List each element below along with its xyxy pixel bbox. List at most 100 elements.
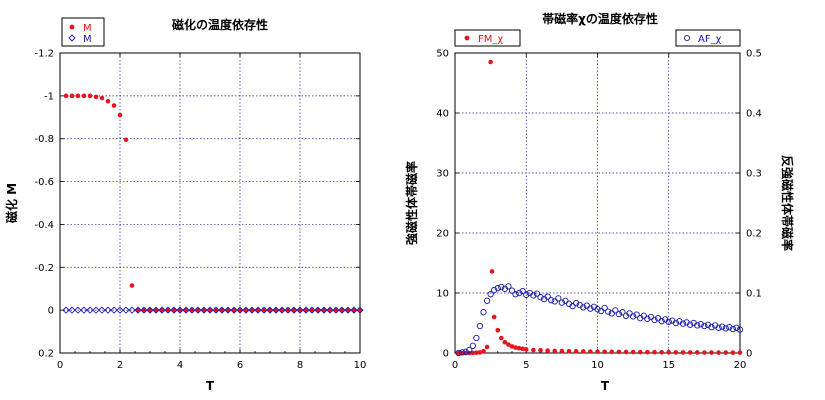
data-point: [545, 348, 550, 353]
chart2-legend-af: AF_χ: [675, 29, 741, 47]
data-point: [483, 297, 491, 304]
data-point: [572, 300, 580, 307]
data-point: [659, 349, 664, 355]
data-point: [474, 350, 479, 356]
legend-open-circle-marker: [683, 34, 691, 42]
data-point: [619, 309, 626, 316]
data-point: [255, 307, 261, 313]
data-point: [552, 348, 558, 354]
data-point: [694, 350, 700, 355]
data-point: [302, 306, 310, 314]
data-point: [284, 306, 292, 314]
data-point: [231, 307, 237, 313]
data-point: [573, 349, 579, 354]
data-point: [645, 349, 650, 355]
data-point: [686, 321, 694, 328]
chart2-legend-label-af: AF_χ: [698, 34, 722, 45]
chart1-grid: [60, 53, 360, 353]
data-point: [515, 289, 523, 297]
data-point: [580, 304, 587, 311]
data-point: [128, 306, 136, 314]
chart2-legend-af-box: [675, 29, 741, 47]
chart2-y-tick-label: 30: [436, 169, 449, 180]
data-point: [254, 306, 262, 314]
data-point: [476, 322, 484, 330]
data-point: [508, 287, 516, 294]
data-point: [466, 346, 473, 354]
data-point: [708, 324, 715, 331]
data-point: [462, 348, 469, 355]
data-point: [99, 95, 105, 101]
data-point: [616, 349, 622, 355]
data-point: [566, 348, 572, 354]
data-point: [165, 307, 171, 313]
data-point: [512, 291, 519, 298]
chart1-y-tick-label: -0.4: [34, 220, 54, 231]
data-point: [637, 349, 643, 355]
data-point: [332, 306, 340, 314]
chart2-x-tick-label: 0: [452, 360, 458, 371]
data-point: [68, 306, 76, 314]
data-point: [171, 307, 177, 313]
data-point: [538, 348, 543, 353]
data-point: [580, 349, 586, 354]
data-point: [558, 299, 566, 306]
data-point: [488, 59, 493, 65]
data-point: [195, 307, 201, 313]
data-point: [74, 306, 82, 314]
data-point: [87, 93, 93, 99]
data-point: [665, 318, 672, 325]
chart2-y2-tick-label: 0.1: [746, 289, 762, 300]
data-point: [188, 306, 196, 314]
chart2-y2-tick-label: 0.3: [746, 169, 762, 180]
data-point: [666, 350, 672, 355]
data-point: [278, 306, 286, 314]
data-point: [248, 306, 256, 314]
data-point: [672, 319, 680, 327]
chart1-y-tick-label: -1: [44, 91, 54, 102]
chart1-legend-label-2: M: [83, 34, 92, 45]
chart1-y-tick-label: 0: [48, 306, 54, 317]
data-point: [75, 93, 81, 99]
data-point: [555, 295, 562, 302]
chart1-y-axis-label: 磁化 M: [4, 183, 19, 224]
data-point: [357, 307, 363, 313]
data-point: [489, 269, 495, 274]
data-point: [260, 306, 268, 314]
chart2-y-tick-label: 20: [436, 229, 449, 240]
data-point: [303, 307, 309, 313]
chart2-y2-axis-label: 反強磁性体帯磁率: [780, 155, 795, 251]
data-point: [612, 307, 619, 314]
data-point: [123, 137, 129, 143]
data-point: [530, 292, 537, 299]
data-point: [81, 93, 87, 99]
data-point: [491, 314, 497, 320]
chart1-x-axis-label: T: [206, 379, 215, 393]
data-point: [69, 93, 75, 99]
data-point: [177, 307, 183, 313]
data-point: [726, 324, 733, 331]
chart1-x-tick-label: 8: [297, 360, 303, 371]
data-point: [320, 306, 328, 314]
data-point: [680, 350, 686, 355]
data-point: [242, 306, 250, 314]
data-point: [116, 306, 124, 314]
data-point: [520, 346, 525, 352]
data-point: [469, 342, 476, 349]
data-point: [652, 349, 657, 355]
data-point: [730, 350, 736, 355]
data-point: [297, 307, 303, 313]
data-point: [326, 306, 334, 314]
data-point: [201, 307, 207, 313]
data-point: [722, 325, 729, 332]
data-point: [225, 307, 231, 313]
chart1-title: 磁化の温度依存性: [171, 17, 268, 32]
data-point: [104, 306, 112, 314]
data-point: [709, 350, 714, 355]
data-point: [588, 349, 593, 354]
magnetization-chart: 磁化の温度依存性 0 2 4 6 8 10-1.2-1-0.8-0.6-0.4-0.200…: [4, 17, 366, 393]
data-point: [92, 306, 100, 314]
chart2-plot-frame: [454, 52, 741, 354]
data-point: [338, 306, 346, 314]
